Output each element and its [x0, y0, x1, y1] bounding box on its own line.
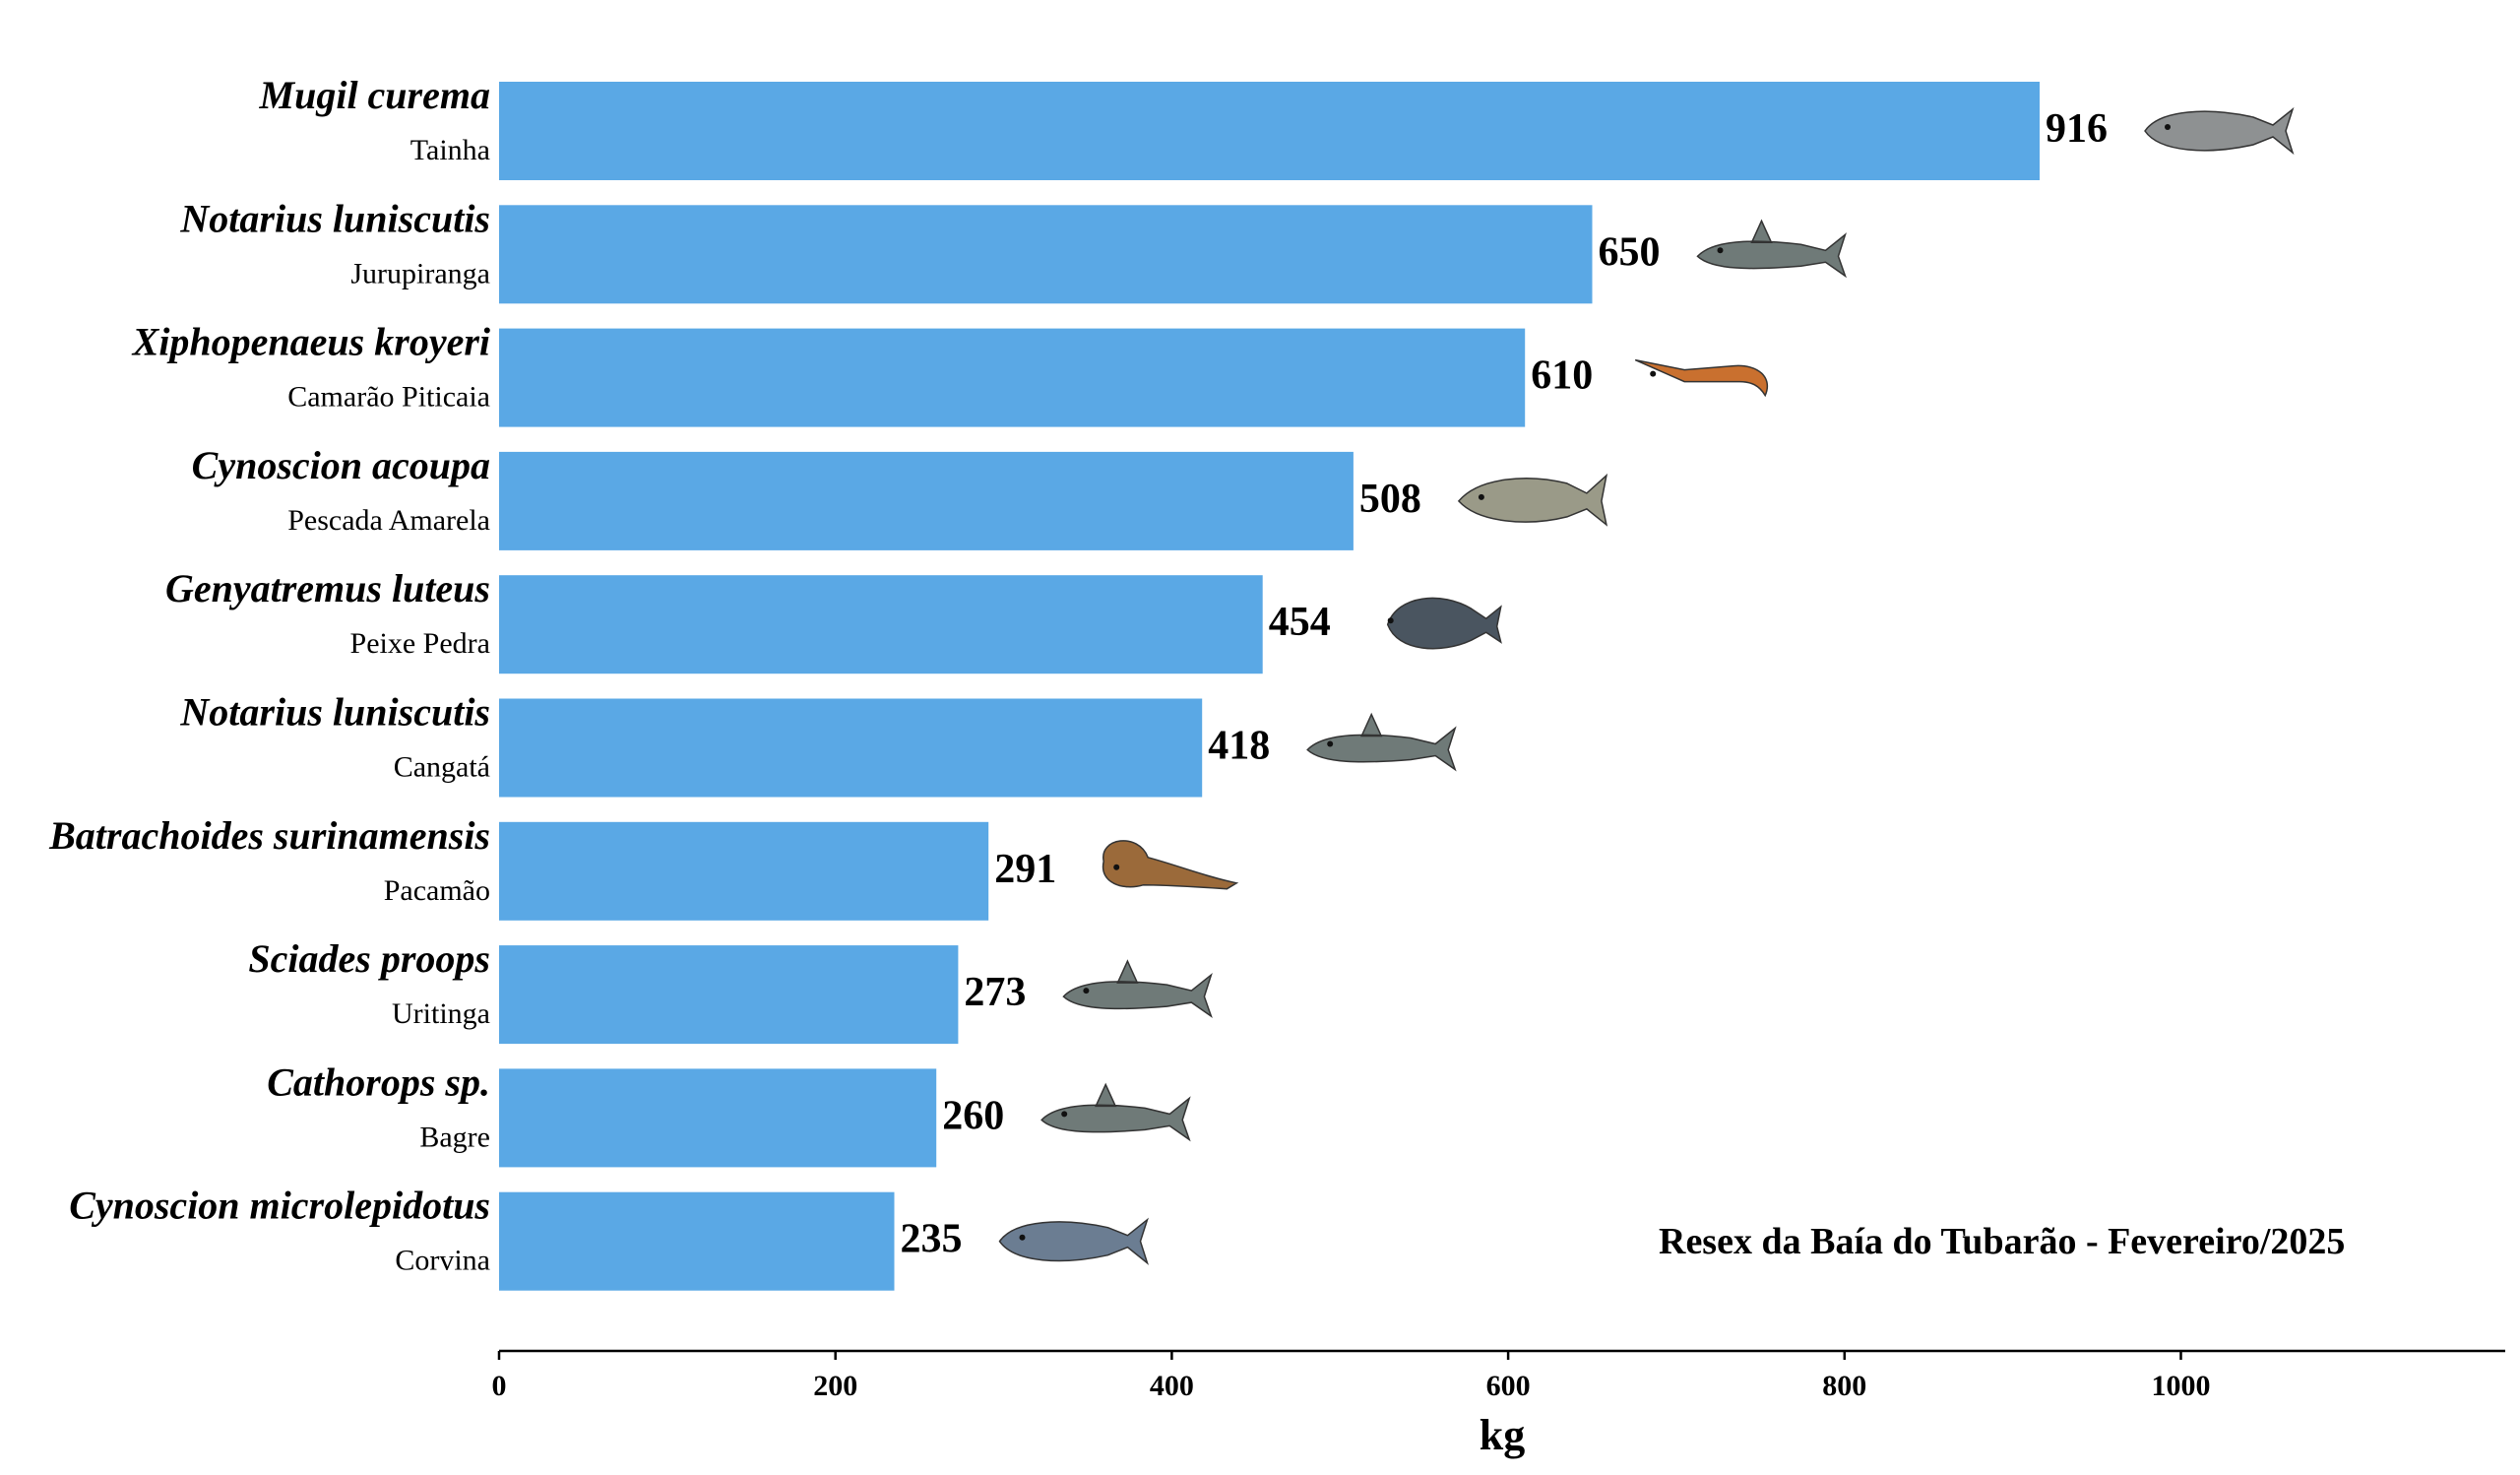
x-tick-label: 1000 [2152, 1370, 2211, 1402]
bar [499, 1191, 895, 1291]
x-axis-label: kg [1480, 1411, 1525, 1459]
category-scientific-name: Cynoscion acoupa [192, 443, 490, 487]
x-tick-label: 200 [813, 1370, 857, 1402]
category-scientific-name: Genyatremus luteus [165, 566, 490, 610]
catfish-icon [1062, 959, 1213, 1019]
x-tick-label: 800 [1822, 1370, 1866, 1402]
category-scientific-name: Cynoscion microlepidotus [69, 1184, 490, 1228]
bar-value-label: 418 [1208, 724, 1270, 769]
bar [499, 451, 1354, 550]
bar-value-label: 610 [1531, 353, 1593, 399]
shrimp-icon [1634, 358, 1769, 398]
grunt-fish-icon [1386, 597, 1502, 650]
category-scientific-name: Notarius luniscutis [179, 196, 490, 240]
bar-value-label: 508 [1359, 477, 1421, 522]
category-scientific-name: Xiphopenaeus kroyeri [131, 320, 490, 364]
bar-value-label: 235 [901, 1217, 963, 1262]
category-common-name: Camarão Piticaia [287, 381, 490, 414]
category-common-name: Corvina [395, 1245, 490, 1277]
category-scientific-name: Cathorops sp. [267, 1059, 490, 1104]
bar-value-label: 291 [994, 847, 1056, 892]
category-common-name: Pacamão [384, 874, 490, 907]
category-common-name: Cangatá [394, 751, 490, 784]
category-common-name: Bagre [419, 1121, 490, 1153]
bar [499, 821, 989, 921]
chart-annotation: Resex da Baía do Tubarão - Fevereiro/202… [1659, 1221, 2345, 1262]
mullet-fish-icon [2144, 106, 2295, 156]
catfish-icon [1040, 1082, 1191, 1142]
bar-value-label: 650 [1599, 229, 1661, 275]
value-labels: 916 650 610 508 454 418 291 273 260 235 [901, 106, 2109, 1262]
bar [499, 82, 2040, 180]
category-scientific-name: Notarius luniscutis [179, 690, 490, 735]
category-scientific-name: Batrachoides surinamensis [48, 813, 490, 858]
bar-value-label: 260 [942, 1093, 1004, 1138]
category-common-name: Jurupiranga [350, 257, 490, 289]
weakfish-icon [1457, 473, 1608, 527]
category-common-name: Tainha [410, 134, 490, 166]
category-common-name: Pescada Amarela [287, 504, 490, 537]
bars-layer [499, 82, 2040, 1291]
x-tick-label: 400 [1150, 1370, 1194, 1402]
x-axis: 0 200 400 600 800 1000 [492, 1349, 2505, 1402]
bar [499, 328, 1526, 427]
bar [499, 945, 959, 1045]
category-scientific-name: Sciades proops [248, 936, 490, 981]
bar [499, 575, 1263, 674]
bar-value-label: 273 [964, 970, 1026, 1015]
bar-value-label: 916 [2046, 106, 2108, 152]
species-icons [998, 106, 2295, 1265]
bar [499, 205, 1593, 304]
croaker-fish-icon [998, 1217, 1149, 1265]
catfish-icon [1696, 219, 1847, 279]
category-labels: Mugil curema Tainha Notarius luniscutis Jur… [48, 73, 490, 1277]
bar-value-label: 454 [1269, 600, 1331, 645]
category-common-name: Uritinga [392, 997, 490, 1030]
category-scientific-name: Mugil curema [259, 73, 490, 117]
catfish-icon [1306, 712, 1457, 772]
bar [499, 1068, 937, 1168]
bar [499, 698, 1203, 798]
x-tick-label: 600 [1486, 1370, 1531, 1402]
category-common-name: Peixe Pedra [350, 627, 490, 660]
x-tick-label: 0 [492, 1370, 507, 1402]
toadfish-icon [1102, 840, 1239, 890]
